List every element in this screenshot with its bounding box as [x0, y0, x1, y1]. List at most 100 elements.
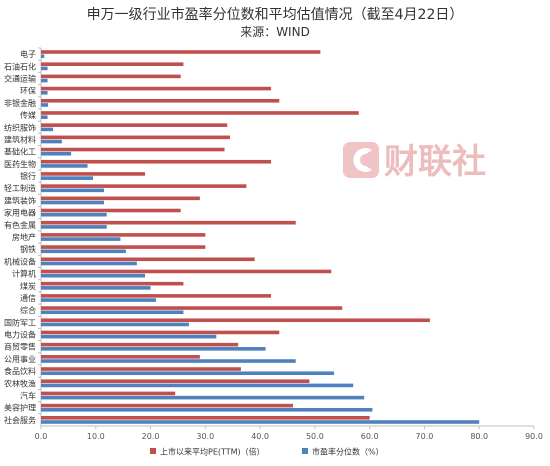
category-label: 国防军工: [4, 317, 36, 327]
bar-avg-pe: [41, 367, 241, 371]
category-label: 电子: [20, 49, 36, 59]
bar-pe-percentile: [41, 322, 189, 327]
bar-avg-pe: [41, 135, 230, 140]
category-label: 通信: [20, 293, 36, 303]
bar-avg-pe: [41, 86, 272, 91]
bar-avg-pe: [41, 403, 293, 408]
bar-avg-pe: [41, 257, 255, 262]
bar-avg-pe: [41, 391, 176, 396]
x-tick-label: 80.0: [470, 432, 488, 441]
category-label: 食品饮料: [4, 366, 36, 376]
category-label: 环保: [20, 86, 36, 96]
category-label: 钢铁: [20, 244, 36, 254]
category-label: 房地产: [12, 232, 36, 242]
category-label: 综合: [20, 305, 36, 315]
bar-pe-percentile: [41, 188, 104, 193]
x-tick-label: 60.0: [361, 432, 379, 441]
legend-swatch: [150, 448, 156, 454]
bar-avg-pe: [41, 159, 272, 164]
category-label: 农林牧渔: [4, 378, 36, 388]
x-tick-label: 90.0: [525, 432, 543, 441]
bar-pe-percentile: [41, 200, 104, 205]
bar-avg-pe: [41, 233, 206, 237]
category-label: 电力设备: [4, 330, 36, 340]
category-label: 商贸零售: [4, 342, 36, 352]
bar-pe-percentile: [41, 212, 107, 217]
watermark-text: 财联社: [384, 142, 486, 182]
bar-avg-pe: [41, 318, 430, 323]
category-label: 医药生物: [4, 159, 36, 169]
bar-pe-percentile: [41, 383, 354, 388]
bar-pe-percentile: [41, 54, 45, 58]
x-tick-label: 40.0: [251, 432, 269, 441]
bar-avg-pe: [41, 147, 225, 152]
chart-subtitle: 来源：WIND: [240, 25, 310, 39]
legend-label: 市盈率分位数（%）: [312, 447, 384, 457]
category-label: 社会服务: [4, 415, 36, 425]
bar-avg-pe: [41, 330, 280, 335]
bar-pe-percentile: [41, 347, 266, 351]
bar-avg-pe: [41, 269, 332, 274]
x-tick-label: 30.0: [196, 432, 214, 441]
x-tick-label: 10.0: [87, 432, 105, 441]
category-label: 有色金属: [4, 220, 36, 230]
category-label: 汽车: [20, 391, 36, 401]
category-label: 交通运输: [4, 73, 36, 83]
category-label: 纺织服饰: [4, 122, 36, 132]
bar-avg-pe: [41, 74, 181, 79]
bar-pe-percentile: [41, 90, 48, 95]
legend-swatch: [302, 448, 308, 454]
bar-pe-percentile: [41, 225, 107, 229]
bar-avg-pe: [41, 245, 206, 249]
bar-avg-pe: [41, 379, 310, 384]
bar-avg-pe: [41, 184, 247, 188]
bar-avg-pe: [41, 220, 296, 225]
bar-pe-percentile: [41, 66, 48, 71]
bar-pe-percentile: [41, 151, 72, 156]
watermark-logo-box: [343, 142, 379, 178]
category-label: 美容护理: [4, 403, 36, 413]
x-tick-label: 0.0: [35, 432, 48, 441]
bar-pe-percentile: [41, 395, 365, 400]
bar-pe-percentile: [41, 249, 126, 254]
bar-pe-percentile: [41, 359, 296, 363]
bar-pe-percentile: [41, 420, 480, 424]
category-label: 建筑材料: [4, 134, 36, 144]
category-label: 煤炭: [20, 281, 36, 291]
bar-pe-percentile: [41, 408, 373, 412]
bar-pe-percentile: [41, 261, 137, 266]
chart-title: 申万一级行业市盈率分位数和平均估值情况（截至4月22日）: [87, 6, 464, 23]
category-label: 石油石化: [4, 61, 36, 71]
legend: 上市以来平均PE(TTM)（倍） 市盈率分位数（%）: [150, 447, 384, 457]
category-label: 非银金融: [4, 98, 36, 108]
legend-label: 上市以来平均PE(TTM)（倍）: [160, 447, 265, 457]
bar-avg-pe: [41, 342, 239, 347]
bar-pe-percentile: [41, 78, 48, 83]
category-label: 银行: [20, 171, 36, 181]
bar-avg-pe: [41, 196, 200, 201]
x-tick-label: 50.0: [306, 432, 324, 441]
bar-avg-pe: [41, 98, 280, 103]
watermark-logo-glyph: [353, 148, 372, 173]
bar-avg-pe: [41, 294, 272, 298]
bar-pe-percentile: [41, 176, 94, 180]
bar-avg-pe: [41, 62, 184, 66]
category-label: 基础化工: [4, 147, 36, 157]
plot-area: 电子石油石化交通运输环保非银金融传媒纺织服饰建筑材料基础化工医药生物银行轻工制造…: [4, 47, 543, 441]
category-label: 机械设备: [4, 256, 36, 266]
bar-avg-pe: [41, 416, 370, 420]
watermark: 财联社: [343, 142, 486, 182]
bar-pe-percentile: [41, 127, 54, 132]
category-label: 公用事业: [4, 354, 36, 364]
bar-avg-pe: [41, 123, 228, 127]
bar-avg-pe: [41, 306, 343, 310]
bar-pe-percentile: [41, 139, 62, 144]
bar-avg-pe: [41, 281, 184, 286]
bar-avg-pe: [41, 355, 200, 359]
bar-pe-percentile: [41, 286, 151, 290]
bar-pe-percentile: [41, 103, 49, 107]
x-tick-label: 70.0: [416, 432, 434, 441]
bar-pe-percentile: [41, 371, 335, 376]
bar-avg-pe: [41, 208, 181, 213]
